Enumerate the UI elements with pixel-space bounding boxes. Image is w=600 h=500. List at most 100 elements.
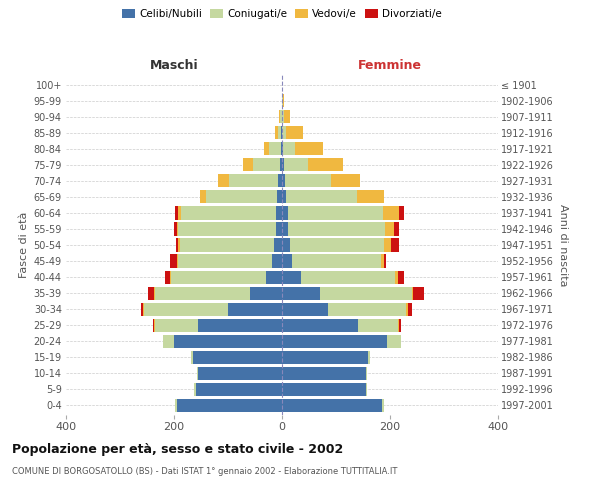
Bar [272, 254, 282, 268]
Y-axis label: Anni di nascita: Anni di nascita [557, 204, 568, 286]
Bar [165, 270, 170, 283]
Bar [278, 174, 282, 188]
Bar [388, 334, 401, 348]
Bar [398, 270, 404, 283]
Bar [286, 126, 302, 140]
Bar [384, 238, 391, 252]
Bar [398, 318, 399, 332]
Bar [391, 238, 398, 252]
Bar [198, 366, 282, 380]
Bar [282, 238, 290, 252]
Bar [282, 206, 289, 220]
Bar [368, 350, 370, 364]
Bar [200, 190, 206, 203]
Bar [174, 222, 176, 235]
Bar [175, 399, 176, 412]
Legend: Celibi/Nubili, Coniugati/e, Vedovi/e, Divorziati/e: Celibi/Nubili, Coniugati/e, Vedovi/e, Di… [118, 5, 446, 24]
Bar [198, 318, 282, 332]
Bar [280, 158, 282, 172]
Bar [282, 286, 320, 300]
Bar [178, 206, 181, 220]
Bar [282, 334, 388, 348]
Bar [283, 94, 284, 107]
Bar [282, 302, 328, 316]
Text: COMUNE DI BORGOSATOLLO (BS) - Dati ISTAT 1° gennaio 2002 - Elaborazione TUTTITAL: COMUNE DI BORGOSATOLLO (BS) - Dati ISTAT… [12, 468, 397, 476]
Bar [308, 158, 343, 172]
Bar [408, 302, 412, 316]
Bar [145, 302, 228, 316]
Bar [155, 286, 250, 300]
Bar [175, 206, 178, 220]
Bar [282, 383, 366, 396]
Bar [275, 126, 278, 140]
Bar [406, 302, 408, 316]
Bar [289, 222, 385, 235]
Bar [275, 222, 282, 235]
Bar [269, 142, 281, 156]
Bar [178, 222, 275, 235]
Y-axis label: Fasce di età: Fasce di età [19, 212, 29, 278]
Bar [301, 270, 395, 283]
Bar [290, 238, 384, 252]
Bar [358, 318, 398, 332]
Bar [286, 190, 356, 203]
Bar [266, 270, 282, 283]
Bar [275, 206, 282, 220]
Bar [382, 399, 383, 412]
Bar [413, 286, 424, 300]
Bar [263, 142, 269, 156]
Bar [320, 286, 412, 300]
Bar [282, 270, 301, 283]
Bar [253, 158, 280, 172]
Bar [412, 286, 413, 300]
Bar [284, 110, 290, 124]
Bar [280, 110, 282, 124]
Bar [282, 190, 286, 203]
Bar [282, 366, 366, 380]
Bar [282, 174, 285, 188]
Bar [282, 350, 368, 364]
Bar [282, 94, 283, 107]
Bar [328, 302, 406, 316]
Bar [277, 190, 282, 203]
Bar [243, 158, 253, 172]
Bar [282, 110, 284, 124]
Bar [399, 318, 401, 332]
Bar [284, 158, 308, 172]
Bar [178, 238, 180, 252]
Bar [395, 270, 398, 283]
Bar [282, 399, 382, 412]
Bar [282, 126, 286, 140]
Bar [155, 318, 198, 332]
Bar [383, 206, 399, 220]
Bar [196, 383, 282, 396]
Bar [180, 238, 274, 252]
Bar [285, 174, 331, 188]
Text: Femmine: Femmine [358, 59, 422, 72]
Bar [399, 206, 404, 220]
Bar [176, 254, 178, 268]
Bar [176, 238, 178, 252]
Bar [289, 206, 383, 220]
Bar [381, 254, 383, 268]
Bar [163, 334, 174, 348]
Bar [331, 174, 360, 188]
Bar [283, 142, 295, 156]
Bar [278, 126, 281, 140]
Bar [193, 350, 282, 364]
Bar [366, 383, 367, 396]
Bar [282, 254, 292, 268]
Bar [153, 318, 154, 332]
Bar [295, 142, 323, 156]
Bar [228, 302, 282, 316]
Bar [385, 222, 394, 235]
Bar [170, 254, 176, 268]
Bar [218, 174, 229, 188]
Bar [176, 222, 178, 235]
Bar [178, 254, 272, 268]
Bar [366, 366, 367, 380]
Text: Popolazione per età, sesso e stato civile - 2002: Popolazione per età, sesso e stato civil… [12, 442, 343, 456]
Bar [206, 190, 277, 203]
Bar [274, 238, 282, 252]
Bar [383, 254, 386, 268]
